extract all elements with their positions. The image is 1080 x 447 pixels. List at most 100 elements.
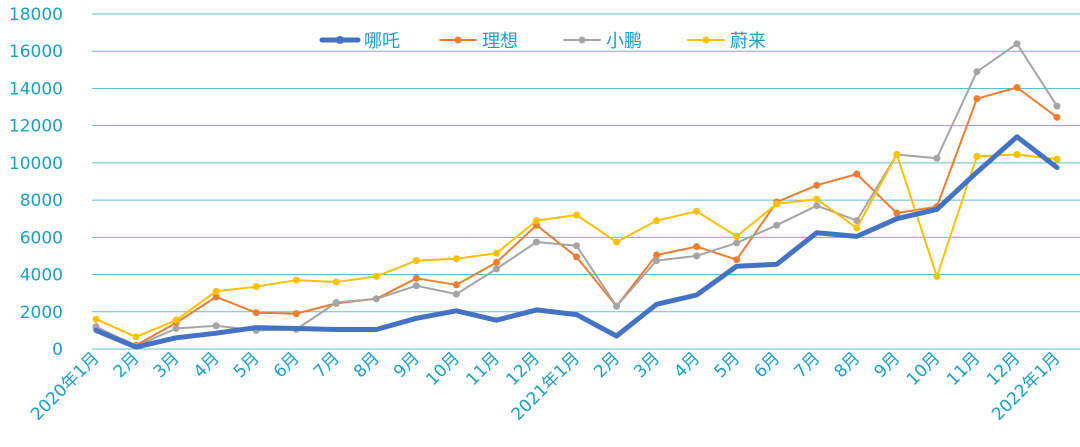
x-tick-label: 4月 [670,348,704,382]
data-point [733,239,741,247]
data-point [653,217,661,225]
data-point [813,195,821,203]
data-point [372,295,380,303]
legend-marker [702,36,710,44]
x-tick-label: 8月 [350,348,384,382]
data-point [292,276,300,284]
data-point [172,325,180,333]
data-point [132,333,140,341]
data-point [332,278,340,286]
data-point [412,274,420,282]
data-point [613,302,621,310]
y-tick-label: 4000 [20,266,63,286]
data-point [252,309,260,317]
y-tick-label: 16000 [9,42,63,62]
x-tick-label: 6月 [270,348,304,382]
data-point [773,200,781,208]
data-point [733,256,741,264]
legend-label: 蔚来 [730,31,766,52]
legend-marker [336,36,344,44]
data-point [412,257,420,265]
x-tick-label: 3月 [150,348,184,382]
data-point [693,243,701,251]
data-point [532,238,540,246]
data-point [813,181,821,189]
data-point [813,202,821,210]
x-tick-label: 11月 [462,348,503,389]
data-point [693,207,701,215]
data-point [1053,102,1061,110]
data-point [573,211,580,219]
legend-label: 理想 [482,31,518,52]
data-point [893,209,901,217]
data-point [893,151,901,159]
data-point [693,252,701,260]
y-tick-label: 12000 [9,117,63,137]
y-axis-ticks: 0 2000 4000 6000 8000 10000 12000 14000 16000 180… [9,5,63,360]
data-point [212,322,220,330]
x-tick-label: 10月 [903,348,944,389]
data-point [1013,40,1021,48]
data-point [853,170,861,178]
data-point [973,95,981,103]
data-point [1013,151,1021,159]
x-tick-label: 10月 [422,348,463,389]
data-point [452,255,460,263]
gridlines [92,13,1080,350]
data-point [733,232,741,240]
x-tick-label: 9月 [871,348,905,382]
data-point [773,221,781,229]
data-point [573,253,580,261]
legend-marker [578,36,586,44]
series-lines [92,40,1061,350]
legend-marker [454,36,462,44]
data-point [492,265,500,273]
series-line-3 [95,42,1058,348]
x-tick-label: 2月 [110,348,144,382]
data-point [452,290,460,298]
y-tick-label: 0 [52,340,63,360]
x-tick-label: 11月 [943,348,984,389]
y-tick-label: 6000 [20,228,63,248]
x-tick-label: 2020年1月 [27,348,103,424]
data-point [332,298,340,306]
x-tick-label: 8月 [831,348,865,382]
x-tick-label: 7月 [790,348,824,382]
data-point [172,316,180,324]
legend-label: 小鹏 [606,31,642,52]
data-point [653,251,661,259]
y-tick-label: 8000 [20,191,63,211]
data-point [573,242,580,250]
data-point [853,217,861,225]
y-tick-label: 18000 [9,5,63,25]
data-point [933,272,941,280]
x-tick-label: 7月 [310,348,344,382]
data-point [933,154,941,162]
legend-label: 哪吒 [364,31,400,52]
data-point [212,287,220,295]
data-point [1053,113,1061,121]
data-point [252,283,260,291]
data-point [492,249,500,257]
data-point [973,152,981,160]
x-tick-label: 6月 [750,348,784,382]
y-tick-label: 10000 [9,154,63,174]
data-point [613,238,621,246]
data-point [292,310,300,318]
data-point [1053,155,1061,163]
data-point [92,323,100,331]
x-tick-label: 3月 [630,348,664,382]
data-point [853,224,861,232]
data-point [532,217,540,225]
x-tick-label: 5月 [230,348,264,382]
series-line-1 [93,134,1060,350]
x-tick-label: 2月 [590,348,624,382]
x-tick-label: 4月 [190,348,224,382]
data-point [1013,84,1021,92]
data-point [412,282,420,290]
data-point [492,258,500,266]
y-tick-label: 2000 [20,303,63,323]
x-tick-label: 5月 [710,348,744,382]
